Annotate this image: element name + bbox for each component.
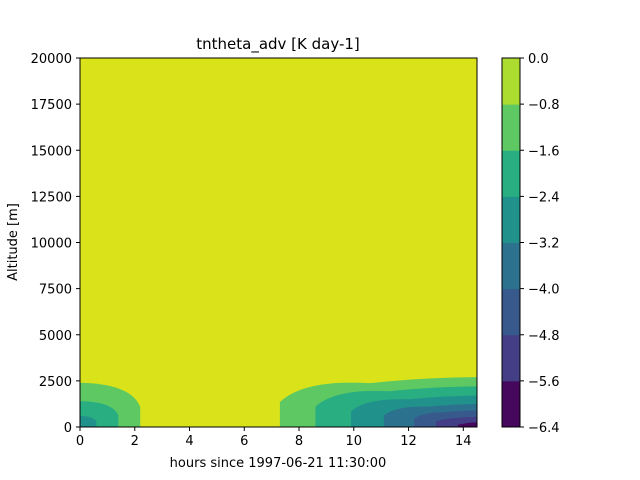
y-axis: 0 2500 5000 7500 10000 12500 15000 17500 20000	[31, 52, 80, 436]
colorbar-segment	[502, 150, 520, 197]
y-tick-label: 20000	[31, 52, 72, 67]
x-tick-label: 4	[185, 434, 193, 449]
colorbar-tick-label: −4.8	[528, 329, 560, 344]
y-tick-label: 7500	[39, 283, 72, 298]
colorbar-segment	[502, 380, 520, 428]
contour-band	[80, 415, 97, 427]
y-tick-label: 10000	[31, 237, 72, 252]
colorbar-tick-label: −3.2	[528, 237, 560, 252]
plot-area	[79, 57, 478, 428]
x-axis: 0 2 4 6 8 10 12 14	[76, 427, 472, 449]
x-tick-label: 2	[131, 434, 139, 449]
x-tick-label: 12	[400, 434, 417, 449]
colorbar-tick-label: −6.4	[528, 421, 560, 436]
chart-title: tntheta_adv [K day-1]	[196, 35, 360, 54]
colorbar-segment	[502, 334, 520, 382]
colorbar-segment	[502, 104, 520, 151]
x-tick-label: 0	[76, 434, 84, 449]
colorbar-segment	[502, 196, 520, 243]
y-tick-label: 17500	[31, 98, 72, 113]
colorbar-segment	[502, 288, 520, 336]
x-tick-label: 6	[240, 434, 248, 449]
colorbar-tick-label: −4.0	[528, 283, 560, 298]
colorbar: −6.4 −5.6 −4.8 −4.0 −3.2 −2.4 −1.6 −0.8 0.0	[501, 52, 560, 436]
y-tick-label: 0	[64, 421, 72, 436]
colorbar-tick-label: −1.6	[528, 144, 560, 159]
y-tick-label: 15000	[31, 144, 72, 159]
colorbar-tick-label: 0.0	[528, 52, 549, 67]
y-tick-label: 12500	[31, 190, 72, 205]
x-tick-label: 14	[455, 434, 472, 449]
colorbar-segment	[502, 242, 520, 290]
colorbar-tick-label: −2.4	[528, 190, 560, 205]
x-axis-title: hours since 1997-06-21 11:30:00	[170, 456, 387, 471]
x-tick-label: 10	[346, 434, 363, 449]
colorbar-segment	[502, 58, 520, 105]
x-tick-label: 8	[295, 434, 303, 449]
contour-fills	[80, 377, 477, 427]
plot-background	[80, 58, 477, 427]
y-tick-label: 2500	[39, 375, 72, 390]
y-axis-title: Altitude [m]	[6, 203, 21, 281]
contour-band	[457, 422, 477, 427]
colorbar-tick-label: −0.8	[528, 98, 560, 113]
y-tick-label: 5000	[39, 329, 72, 344]
colorbar-tick-label: −5.6	[528, 375, 560, 390]
